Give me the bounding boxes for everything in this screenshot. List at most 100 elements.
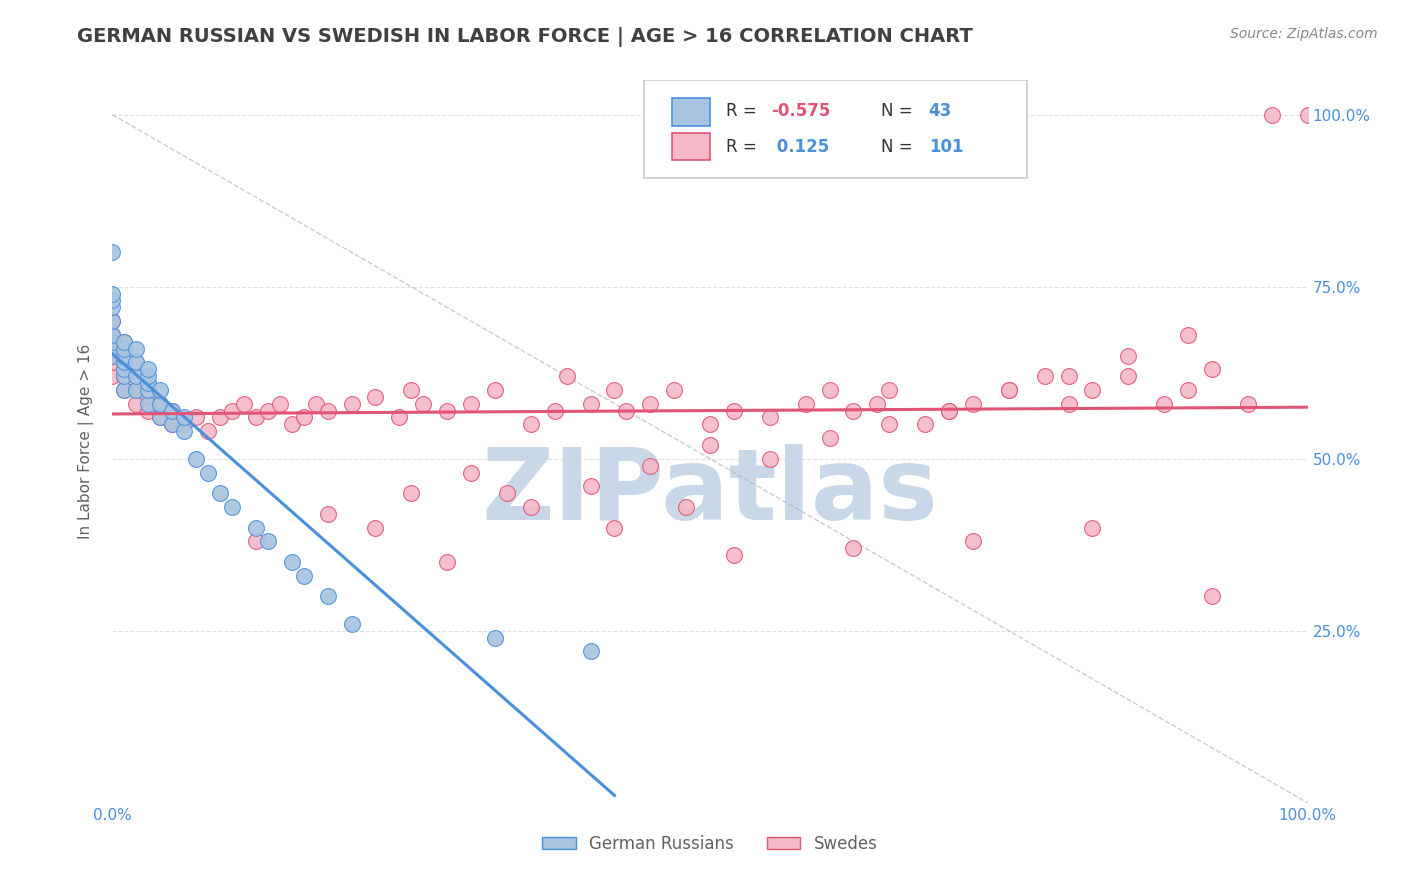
Point (555, 369, 578, 384)
Text: N =: N = (882, 102, 918, 120)
Point (233, 397, 256, 411)
Point (125, 369, 148, 384)
Point (640, 458, 662, 473)
Point (125, 355, 148, 369)
Point (699, 438, 721, 452)
Point (138, 403, 160, 417)
Point (114, 362, 135, 376)
Point (221, 403, 243, 417)
Point (759, 451, 782, 466)
Point (1118, 369, 1140, 384)
Point (114, 342, 135, 356)
Point (114, 383, 135, 397)
Text: 101: 101 (929, 137, 963, 156)
Point (640, 397, 662, 411)
Point (938, 403, 960, 417)
Point (186, 451, 208, 466)
Text: Source: ZipAtlas.com: Source: ZipAtlas.com (1230, 27, 1378, 41)
Text: -0.575: -0.575 (770, 102, 831, 120)
Point (114, 355, 135, 369)
Point (723, 548, 745, 562)
Text: GERMAN RUSSIAN VS SWEDISH IN LABOR FORCE | AGE > 16 CORRELATION CHART: GERMAN RUSSIAN VS SWEDISH IN LABOR FORCE… (77, 27, 973, 46)
Point (257, 403, 280, 417)
Point (162, 417, 183, 432)
Point (699, 417, 721, 432)
Point (245, 410, 267, 425)
Point (316, 590, 339, 604)
Point (125, 369, 148, 384)
Point (340, 397, 363, 411)
Point (149, 397, 172, 411)
Point (879, 383, 901, 397)
Point (579, 397, 602, 411)
Point (114, 383, 135, 397)
Point (173, 410, 195, 425)
Y-axis label: In Labor Force | Age > 16: In Labor Force | Age > 16 (77, 344, 94, 539)
Point (138, 383, 160, 397)
Point (101, 349, 124, 363)
Point (114, 342, 135, 356)
Point (245, 534, 267, 549)
Point (162, 417, 183, 432)
Point (460, 397, 482, 411)
Point (340, 616, 363, 631)
Point (114, 334, 135, 349)
Point (1081, 520, 1104, 534)
Point (221, 500, 243, 514)
Point (149, 383, 172, 397)
Point (962, 397, 984, 411)
Text: N =: N = (882, 137, 918, 156)
Point (401, 486, 423, 500)
Point (794, 397, 817, 411)
Point (1201, 590, 1223, 604)
Point (269, 397, 291, 411)
Point (664, 383, 686, 397)
Point (101, 314, 124, 328)
Point (842, 403, 865, 417)
Legend: German Russians, Swedes: German Russians, Swedes (536, 828, 884, 860)
Point (125, 383, 148, 397)
Point (125, 383, 148, 397)
Point (998, 383, 1021, 397)
Point (114, 369, 135, 384)
Point (603, 520, 626, 534)
Point (101, 314, 124, 328)
Text: R =: R = (725, 137, 762, 156)
Point (138, 397, 160, 411)
Point (114, 362, 135, 376)
Point (579, 644, 602, 658)
Point (197, 466, 219, 480)
Point (281, 555, 304, 569)
Bar (672, 133, 710, 161)
Point (866, 397, 889, 411)
Point (401, 383, 423, 397)
Point (138, 362, 160, 376)
Point (209, 486, 232, 500)
Text: R =: R = (725, 102, 762, 120)
Point (186, 410, 208, 425)
Point (1237, 397, 1260, 411)
Point (101, 342, 124, 356)
Point (125, 342, 148, 356)
Point (603, 383, 626, 397)
Point (173, 417, 195, 432)
Point (114, 349, 135, 363)
Point (173, 424, 195, 438)
Point (114, 355, 135, 369)
Point (962, 534, 984, 549)
Point (162, 403, 183, 417)
Point (316, 403, 339, 417)
Point (1057, 397, 1080, 411)
Point (998, 383, 1021, 397)
Point (292, 568, 315, 582)
Point (914, 417, 936, 432)
Point (759, 410, 782, 425)
Point (101, 301, 124, 315)
Point (138, 376, 160, 390)
Point (114, 369, 135, 384)
Point (1033, 369, 1056, 384)
Point (1201, 362, 1223, 376)
Point (879, 417, 901, 432)
Point (101, 369, 124, 384)
FancyBboxPatch shape (644, 80, 1026, 178)
